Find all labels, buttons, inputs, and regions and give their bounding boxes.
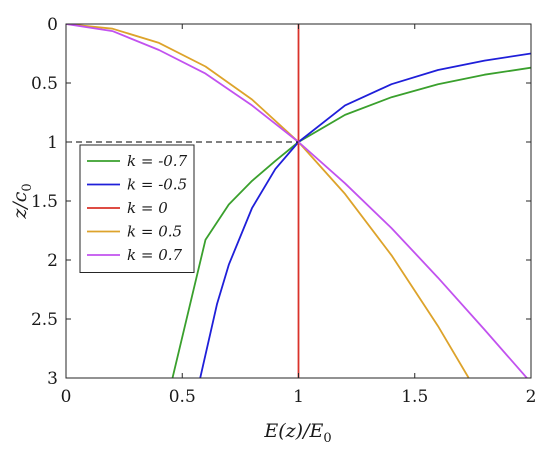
x-tick-label: 2 (526, 387, 537, 407)
x-axis-label: E(z)/E0 (263, 420, 331, 446)
legend-label-k-0-5: k = 0.5 (127, 223, 182, 241)
x-tick-label: 1 (293, 387, 304, 407)
y-tick-label: 1 (47, 133, 58, 153)
x-tick-label: 0.5 (169, 387, 196, 407)
series-line-k-0-5 (66, 24, 470, 378)
y-axis-label: z/c0 (9, 183, 35, 219)
legend: k = -0.7 k = -0.5 k = 0 k = 0.5 k = 0.7 (79, 144, 195, 273)
y-tick-label: 2.5 (31, 310, 58, 330)
y-axis-label-subscript: 0 (20, 183, 35, 191)
legend-label-k-0-7: k = 0.7 (127, 246, 183, 264)
x-tick-label: 0 (61, 387, 72, 407)
legend-label-k-0-5: k = -0.5 (127, 176, 187, 194)
y-tick-label: 0 (47, 15, 58, 35)
legend-label-k-0-7: k = -0.7 (127, 152, 188, 170)
x-tick-label: 1.5 (401, 387, 428, 407)
y-tick-label: 2 (47, 251, 58, 271)
y-tick-label: 3 (47, 369, 58, 389)
x-axis-label-subscript: 0 (323, 431, 331, 446)
y-tick-label: 1.5 (31, 192, 58, 212)
legend-label-k-0: k = 0 (127, 199, 168, 217)
axes-layer: 0 0.5 1 1.5 2 0 0.5 1 1.5 2 2.5 3 (31, 15, 536, 407)
y-tick-label: 0.5 (31, 74, 58, 94)
